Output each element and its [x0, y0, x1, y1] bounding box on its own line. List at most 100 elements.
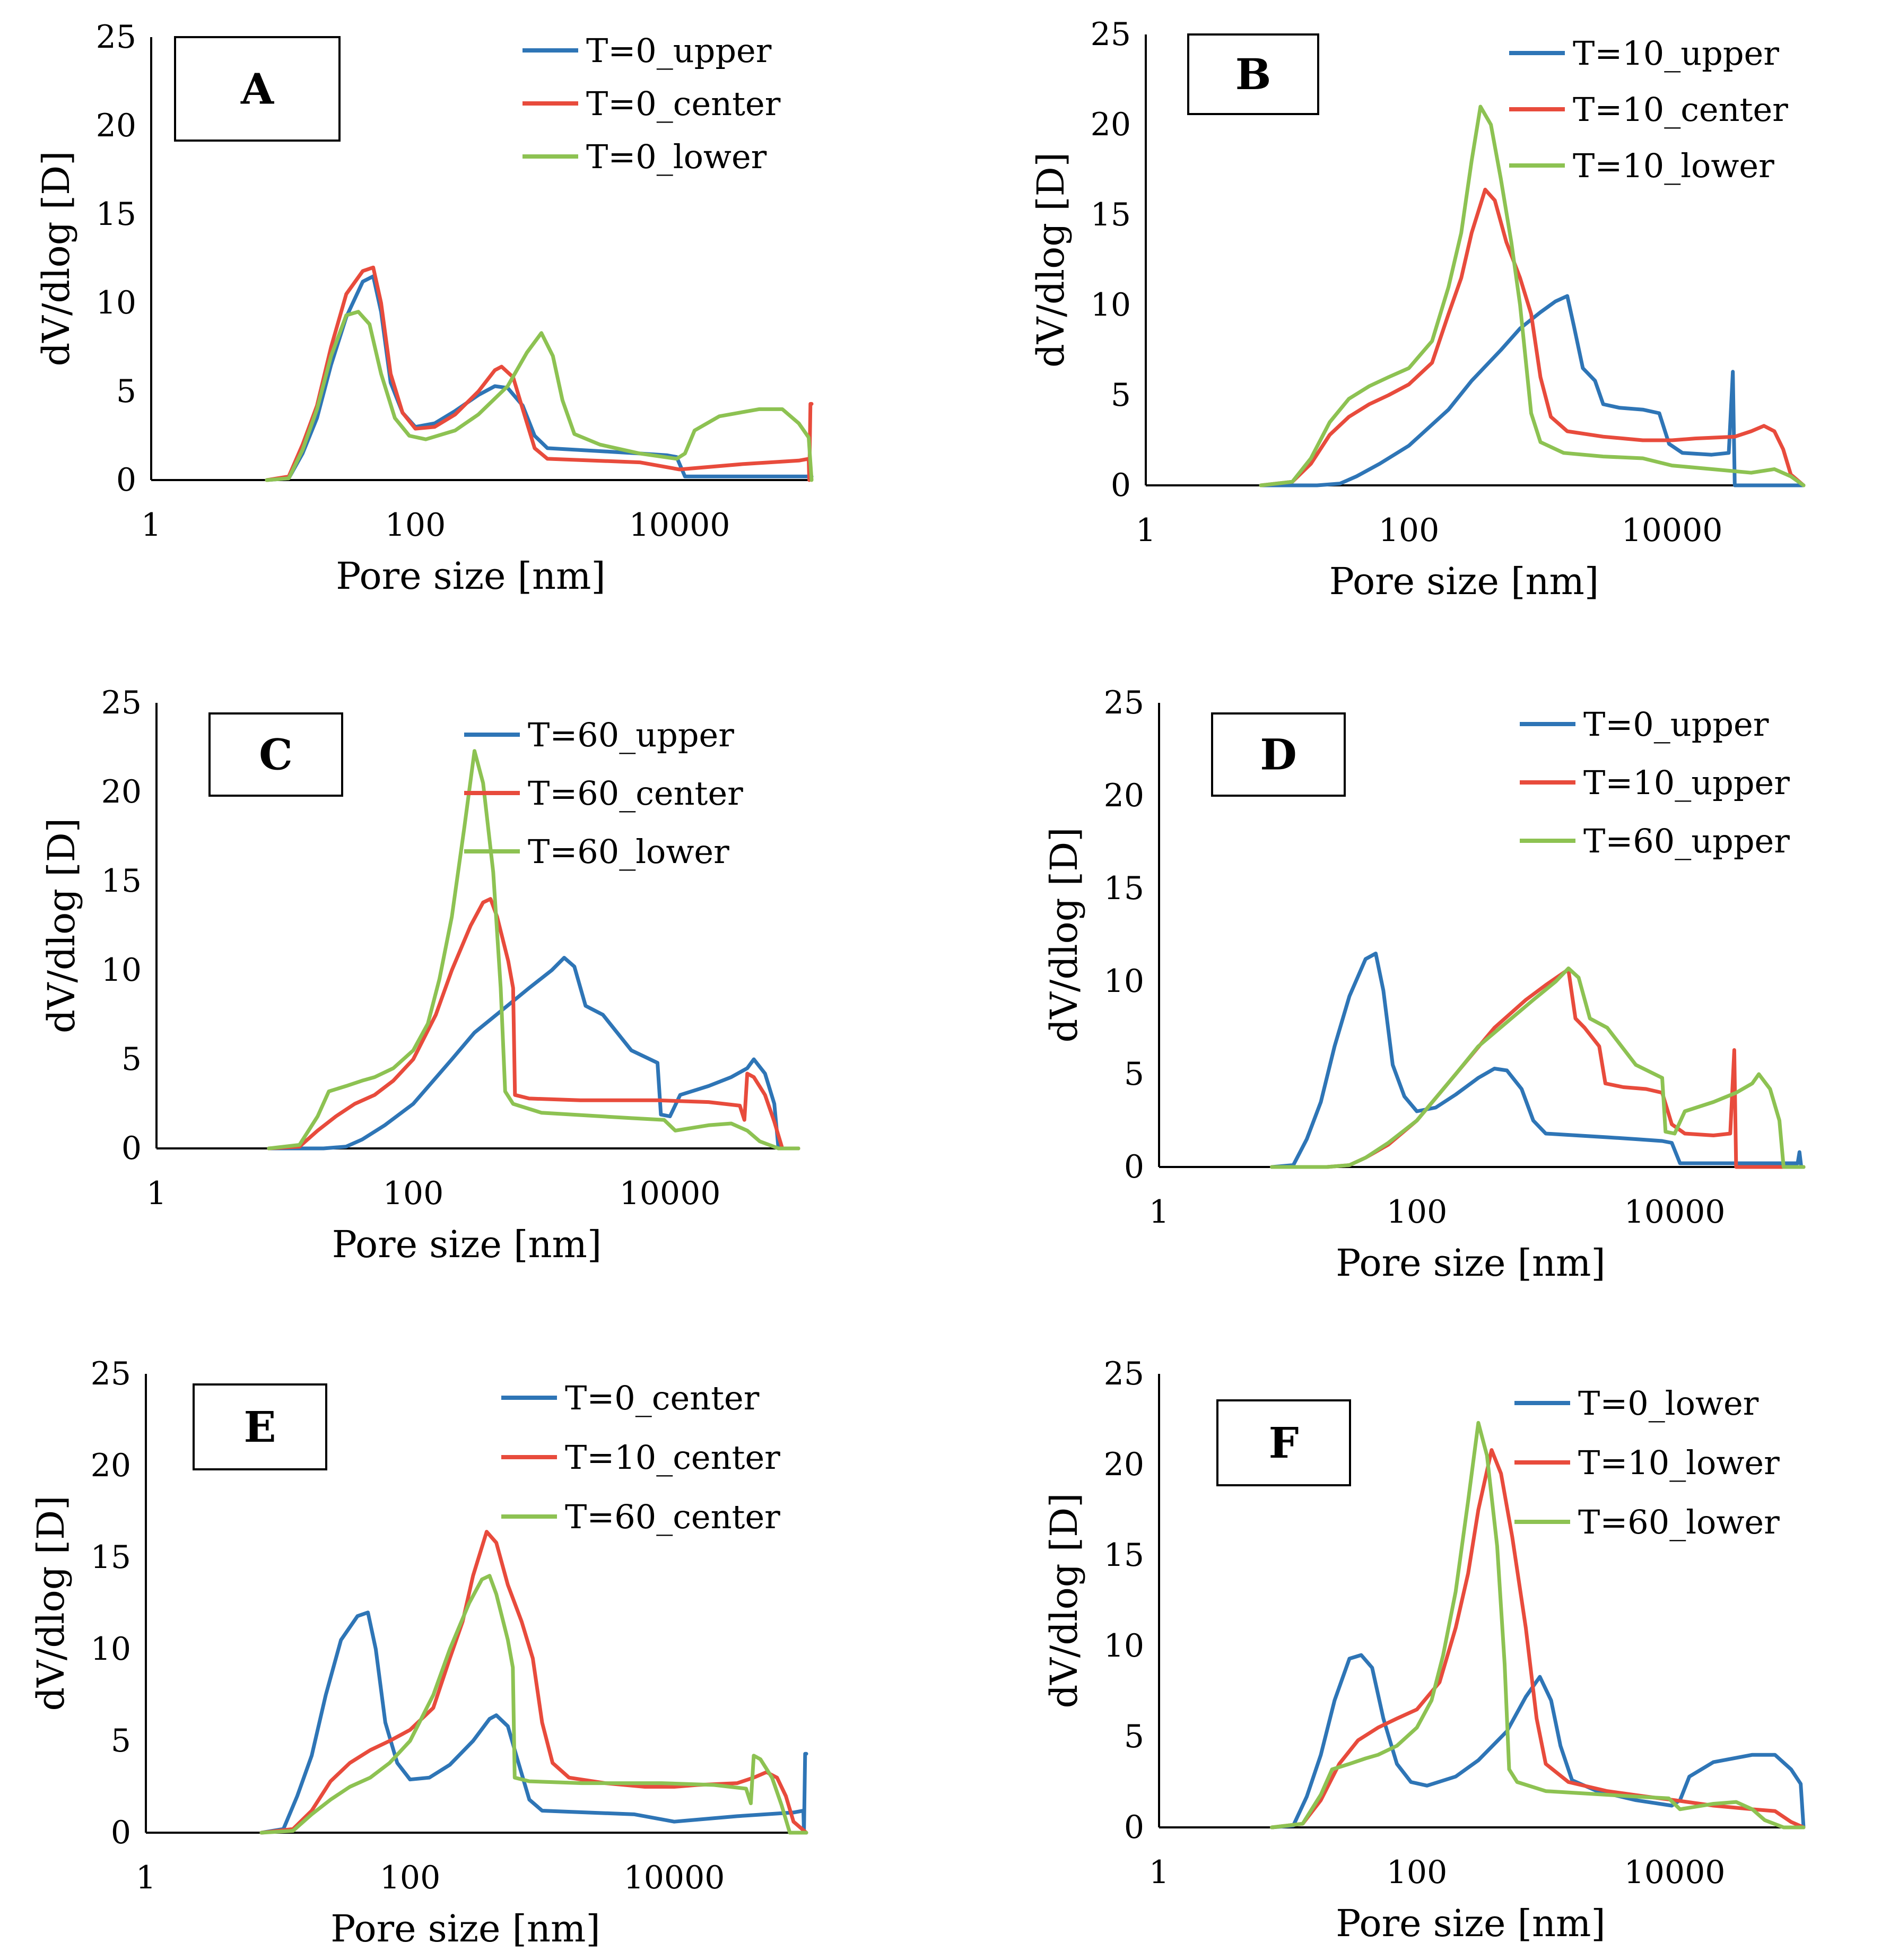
y-tick-label: 25 [1091, 16, 1131, 53]
panel-label-box [1211, 712, 1346, 797]
y-tick-label: 5 [116, 373, 136, 410]
x-axis-title: Pore size [nm] [1329, 560, 1599, 603]
panel-label: A [240, 64, 274, 114]
y-tick-label: 10 [96, 284, 136, 321]
y-tick-label: 20 [1091, 106, 1131, 143]
panel-label: E [244, 1402, 276, 1452]
y-tick-label: 25 [1104, 684, 1144, 721]
legend-label: T=10_center [565, 1438, 780, 1477]
series-line-t-0-lower [265, 310, 814, 482]
x-tick-label: 1 [141, 507, 161, 544]
y-tick-label: 5 [1111, 377, 1131, 414]
x-axis-title: Pore size [nm] [330, 1907, 600, 1950]
legend-label: T=0_center [586, 84, 781, 123]
series-line-t-0-center [259, 1610, 808, 1835]
series-line-t-10-center [1259, 187, 1806, 487]
x-tick-label: 10000 [1622, 512, 1723, 549]
x-axis-title: Pore size [nm] [1336, 1241, 1606, 1285]
y-tick-label: 0 [1124, 1809, 1144, 1846]
panel-label-box [1187, 33, 1319, 115]
y-axis-title: dV/dlog [D] [1042, 827, 1086, 1042]
legend-label: T=60_lower [1578, 1503, 1780, 1541]
series-line-t-60-lower [267, 749, 800, 1151]
x-axis-title: Pore size [nm] [332, 1223, 602, 1266]
y-axis-title: dV/dlog [D] [1042, 1493, 1086, 1708]
panel-label: F [1269, 1418, 1299, 1468]
panel-d: 0 5 10 15 20 25 1 100 10000 Pore size [nm] dV/dlog… [1042, 684, 1806, 1285]
y-tick-label: 10 [91, 1631, 131, 1668]
legend-label: T=60_upper [528, 716, 734, 754]
x-tick-label: 100 [383, 1175, 444, 1212]
series-line-t-10-lower [1270, 1448, 1806, 1830]
y-tick-label: 25 [1104, 1355, 1144, 1392]
y-axis-title: dV/dlog [D] [29, 1495, 73, 1711]
y-tick-label: 0 [1124, 1148, 1144, 1186]
y-tick-label: 0 [116, 461, 136, 499]
y-tick-label: 5 [1124, 1056, 1144, 1093]
x-tick-label: 1 [1149, 1194, 1169, 1231]
y-tick-label: 20 [91, 1447, 131, 1484]
x-tick-label: 10000 [1624, 1854, 1726, 1891]
legend-label: T=0_upper [1583, 705, 1769, 744]
legend-label: T=10_center [1573, 90, 1788, 129]
y-tick-label: 15 [1104, 870, 1144, 907]
legend-label: T=10_lower [1573, 146, 1774, 185]
y-axis-title: dV/dlog [D] [1029, 152, 1073, 368]
series-line-t-60-upper [267, 956, 800, 1151]
y-tick-label: 25 [91, 1355, 131, 1392]
y-tick-label: 20 [1104, 1446, 1144, 1483]
panel-e: 0 5 10 15 20 25 1 100 10000 Pore size [nm] dV/dlog… [29, 1355, 808, 1950]
legend-label: T=10_upper [1583, 763, 1790, 802]
legend-label: T=0_upper [586, 31, 772, 70]
y-tick-label: 0 [121, 1130, 142, 1167]
legend-label: T=10_upper [1573, 34, 1779, 73]
legend-label: T=60_lower [528, 832, 729, 871]
panel-label-box [193, 1383, 327, 1470]
panel-label: B [1235, 49, 1272, 99]
y-tick-label: 15 [101, 863, 142, 900]
y-tick-label: 15 [1104, 1537, 1144, 1574]
y-tick-label: 25 [101, 684, 142, 721]
x-tick-label: 100 [1379, 512, 1440, 549]
y-tick-label: 10 [1091, 286, 1131, 324]
panel-label: D [1260, 730, 1296, 780]
x-axis-title: Pore size [nm] [336, 554, 606, 598]
y-axis-title: dV/dlog [D] [40, 818, 83, 1033]
y-tick-label: 10 [1104, 1627, 1144, 1665]
x-tick-label: 10000 [1624, 1194, 1726, 1231]
panel-f: 0 5 10 15 20 25 1 100 10000 Pore size [nm] dV/dlog… [1042, 1355, 1806, 1945]
series-line-t-60-upper [1270, 966, 1806, 1169]
series-line-t-60-center [259, 1574, 808, 1835]
series-line-t-10-lower [1259, 104, 1806, 487]
panel-label: C [259, 730, 293, 780]
series-line-t-10-upper [1270, 968, 1806, 1169]
y-tick-label: 15 [96, 196, 136, 233]
y-tick-label: 20 [1104, 777, 1144, 814]
legend-label: T=0_lower [1578, 1384, 1759, 1423]
x-tick-label: 100 [1387, 1194, 1448, 1231]
x-tick-label: 10000 [629, 507, 730, 544]
y-tick-label: 20 [96, 107, 136, 144]
y-tick-label: 15 [1091, 196, 1131, 233]
y-axis-title: dV/dlog [D] [34, 151, 78, 366]
legend-label: T=60_center [565, 1497, 780, 1536]
legend-label: T=0_center [565, 1379, 760, 1417]
x-tick-label: 100 [380, 1859, 441, 1896]
x-tick-label: 10000 [620, 1175, 721, 1212]
y-tick-label: 15 [91, 1539, 131, 1576]
x-tick-label: 10000 [624, 1859, 725, 1896]
series-line-t-0-upper [1270, 952, 1806, 1169]
panel-a: 0 5 10 15 20 25 1 100 10000 Pore size [nm] dV/dlog… [34, 19, 814, 598]
legend-label: T=0_lower [586, 137, 767, 176]
y-tick-label: 0 [1111, 467, 1131, 504]
series-line-t-0-lower [1270, 1653, 1806, 1830]
y-tick-label: 10 [101, 952, 142, 989]
panel-c: 0 5 10 15 20 25 1 100 10000 Pore size [nm] dV/dlog… [40, 684, 800, 1266]
series-line-t-60-lower [1270, 1421, 1806, 1830]
legend-label: T=60_upper [1583, 822, 1790, 860]
x-tick-label: 1 [1149, 1854, 1169, 1891]
x-tick-label: 1 [136, 1859, 156, 1896]
legend-label: T=10_lower [1578, 1443, 1780, 1482]
panel-label-box [208, 712, 343, 797]
